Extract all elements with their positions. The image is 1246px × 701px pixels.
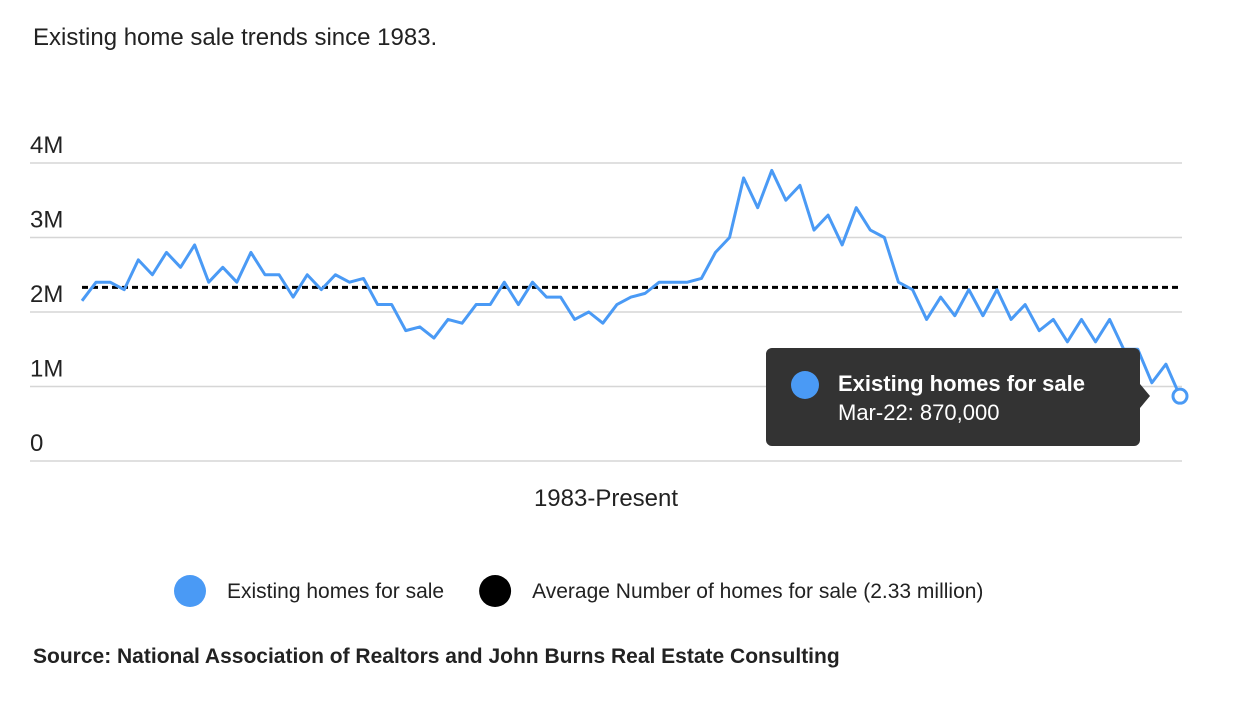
y-tick-label: 2M bbox=[30, 281, 63, 308]
tooltip-text: Mar-22: 870,000 bbox=[838, 400, 999, 425]
y-tick-label: 0 bbox=[30, 430, 43, 457]
y-tick-label: 4M bbox=[30, 132, 63, 159]
y-tick-label: 3M bbox=[30, 207, 63, 234]
series-line bbox=[80, 168, 1182, 397]
legend-swatch bbox=[479, 575, 512, 607]
legend-label: Existing homes for sale bbox=[227, 580, 444, 603]
legend-label: Average Number of homes for sale (2.33 m… bbox=[532, 580, 983, 603]
y-tick-label: 1M bbox=[30, 356, 63, 383]
legend-swatch bbox=[174, 575, 206, 607]
tooltip-swatch bbox=[791, 371, 819, 399]
tooltip-title: Existing homes for sale bbox=[838, 371, 1085, 396]
chart-title: Existing home sale trends since 1983. bbox=[33, 24, 437, 51]
tooltip: Existing homes for sale Mar-22: 870,000 bbox=[766, 348, 1150, 446]
source: Source: National Association of Realtors… bbox=[33, 645, 840, 668]
tooltip-box bbox=[766, 348, 1150, 446]
hover-point bbox=[1171, 387, 1189, 405]
x-axis-label: 1983-Present bbox=[534, 485, 678, 512]
